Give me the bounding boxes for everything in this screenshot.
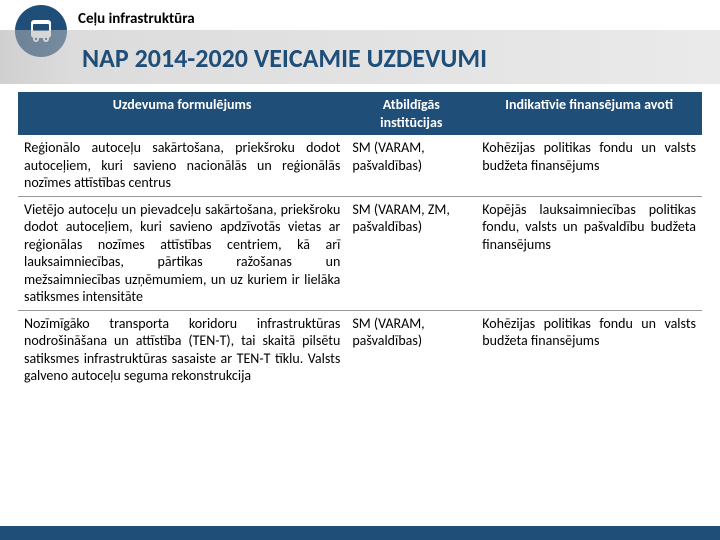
section-label: Ceļu infrastruktūra bbox=[78, 10, 195, 28]
header-area: Ceļu infrastruktūra NAP 2014-2020 VEICAM… bbox=[0, 0, 720, 90]
table-row: Nozīmīgāko transporta koridoru infrastru… bbox=[18, 310, 702, 389]
cell-funding: Kopējās lauksaimniecības politikas fondu… bbox=[476, 196, 702, 310]
table-header-row: Uzdevuma formulējums Atbildīgās institūc… bbox=[18, 92, 702, 135]
content-area: Uzdevuma formulējums Atbildīgās institūc… bbox=[18, 92, 702, 389]
table-row: Reģionālo autoceļu sakārtošana, priekšro… bbox=[18, 135, 702, 196]
cell-formulation: Nozīmīgāko transporta koridoru infrastru… bbox=[18, 310, 346, 389]
cell-funding: Kohēzijas politikas fondu un valsts budž… bbox=[476, 135, 702, 196]
cell-institutions: SM (VARAM, pašvaldības) bbox=[346, 310, 476, 389]
cell-institutions: SM (VARAM, pašvaldības) bbox=[346, 135, 476, 196]
cell-funding: Kohēzijas politikas fondu un valsts budž… bbox=[476, 310, 702, 389]
col-header-formulation: Uzdevuma formulējums bbox=[18, 92, 346, 135]
cell-institutions: SM (VARAM, ZM, pašvaldības) bbox=[346, 196, 476, 310]
table-row: Vietējo autoceļu un pievadceļu sakārtoša… bbox=[18, 196, 702, 310]
cell-formulation: Reģionālo autoceļu sakārtošana, priekšro… bbox=[18, 135, 346, 196]
section-label-bar: Ceļu infrastruktūra bbox=[78, 8, 195, 30]
tasks-table: Uzdevuma formulējums Atbildīgās institūc… bbox=[18, 92, 702, 389]
col-header-funding: Indikatīvie finansējuma avoti bbox=[476, 92, 702, 135]
col-header-institutions: Atbildīgās institūcijas bbox=[346, 92, 476, 135]
page-title: NAP 2014-2020 VEICAMIE UZDEVUMI bbox=[82, 42, 487, 74]
cell-formulation: Vietējo autoceļu un pievadceļu sakārtoša… bbox=[18, 196, 346, 310]
footer-bar bbox=[0, 526, 720, 540]
